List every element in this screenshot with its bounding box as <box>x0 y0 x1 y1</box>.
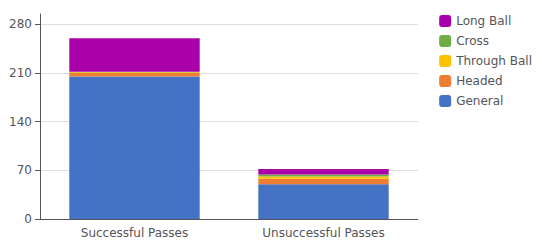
svg-text:Headed: Headed <box>456 74 502 88</box>
svg-text:General: General <box>456 94 503 108</box>
svg-text:Successful Passes: Successful Passes <box>81 226 188 240</box>
svg-text:280: 280 <box>9 17 32 31</box>
svg-text:140: 140 <box>9 115 32 129</box>
svg-text:Through Ball: Through Ball <box>455 54 532 68</box>
svg-text:0: 0 <box>24 212 32 226</box>
svg-text:Unsuccessful Passes: Unsuccessful Passes <box>262 226 385 240</box>
svg-text:210: 210 <box>9 66 32 80</box>
svg-text:Long Ball: Long Ball <box>456 14 511 28</box>
svg-text:Cross: Cross <box>456 34 489 48</box>
svg-text:70: 70 <box>17 163 32 177</box>
